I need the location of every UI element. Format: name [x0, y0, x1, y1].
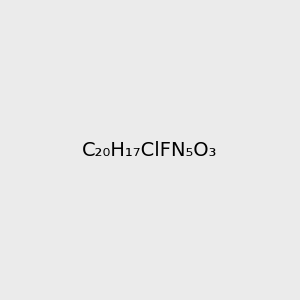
Text: C₂₀H₁₇ClFN₅O₃: C₂₀H₁₇ClFN₅O₃ [82, 140, 218, 160]
